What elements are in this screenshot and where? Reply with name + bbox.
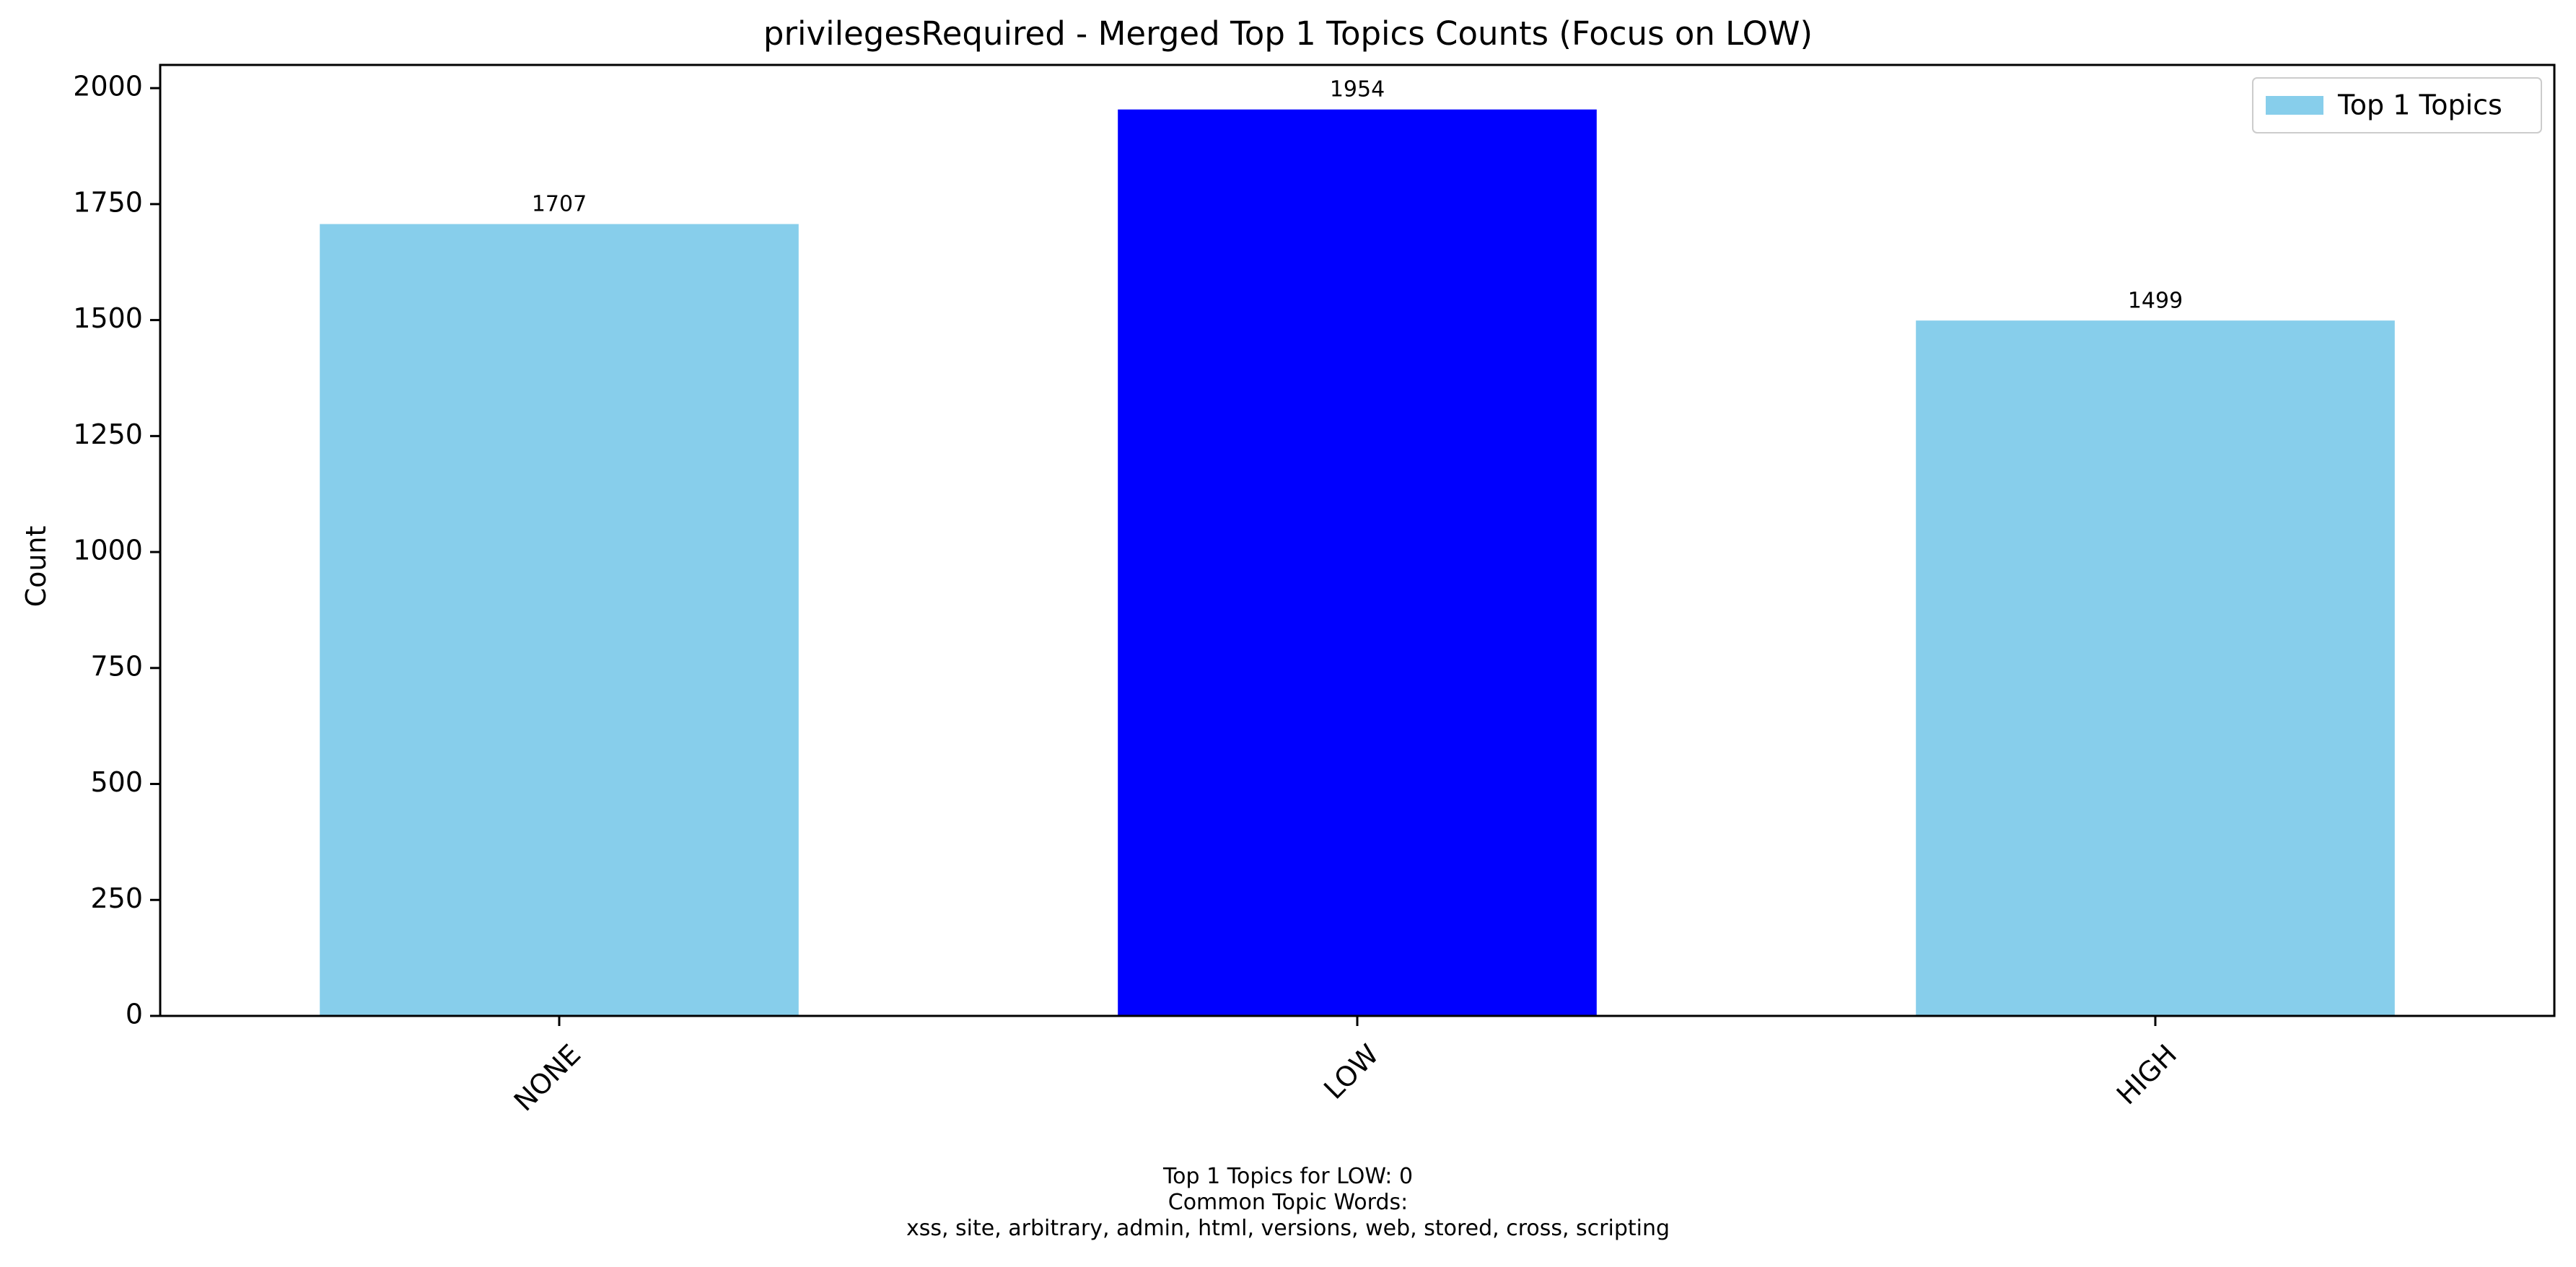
y-tick-label-2000: 2000: [73, 71, 143, 102]
y-tick-label-0: 0: [126, 999, 143, 1030]
x-tick-label-none: NONE: [508, 1038, 587, 1117]
y-tick-label-250: 250: [90, 882, 143, 914]
y-ticks-layer: 0 250 500 750 1000 1250 1500 1750 2000: [73, 71, 160, 1030]
bars-layer: [320, 109, 2395, 1017]
y-tick-label-1250: 1250: [73, 418, 143, 450]
legend-swatch: [2266, 96, 2323, 115]
chart-title: privilegesRequired - Merged Top 1 Topics…: [763, 14, 1813, 53]
bar-none: [320, 224, 799, 1016]
annotation-line-1: Top 1 Topics for LOW: 0: [1162, 1164, 1414, 1189]
y-tick-label-1750: 1750: [73, 186, 143, 218]
x-ticks-layer: NONE LOW HIGH: [508, 1016, 2183, 1117]
data-label-none: 1707: [532, 192, 587, 217]
y-tick-label-750: 750: [90, 650, 143, 682]
y-tick-label-1000: 1000: [73, 535, 143, 566]
annotation-line-2: Common Topic Words:: [1167, 1190, 1409, 1215]
legend-label: Top 1 Topics: [2337, 89, 2502, 121]
x-tick-label-high: HIGH: [2111, 1038, 2183, 1110]
annotation-line-3: xss, site, arbitrary, admin, html, versi…: [906, 1216, 1670, 1241]
legend-box: [2252, 77, 2542, 133]
data-labels-layer: 1707 1954 1499: [532, 77, 2183, 314]
legend: Top 1 Topics: [2252, 77, 2542, 133]
x-tick-label-low: LOW: [1318, 1038, 1385, 1105]
data-label-low: 1954: [1330, 77, 1385, 102]
y-tick-label-500: 500: [90, 766, 143, 798]
bar-high: [1916, 320, 2395, 1016]
y-tick-label-1500: 1500: [73, 302, 143, 334]
data-label-high: 1499: [2128, 288, 2183, 313]
bar-low: [1118, 109, 1597, 1017]
